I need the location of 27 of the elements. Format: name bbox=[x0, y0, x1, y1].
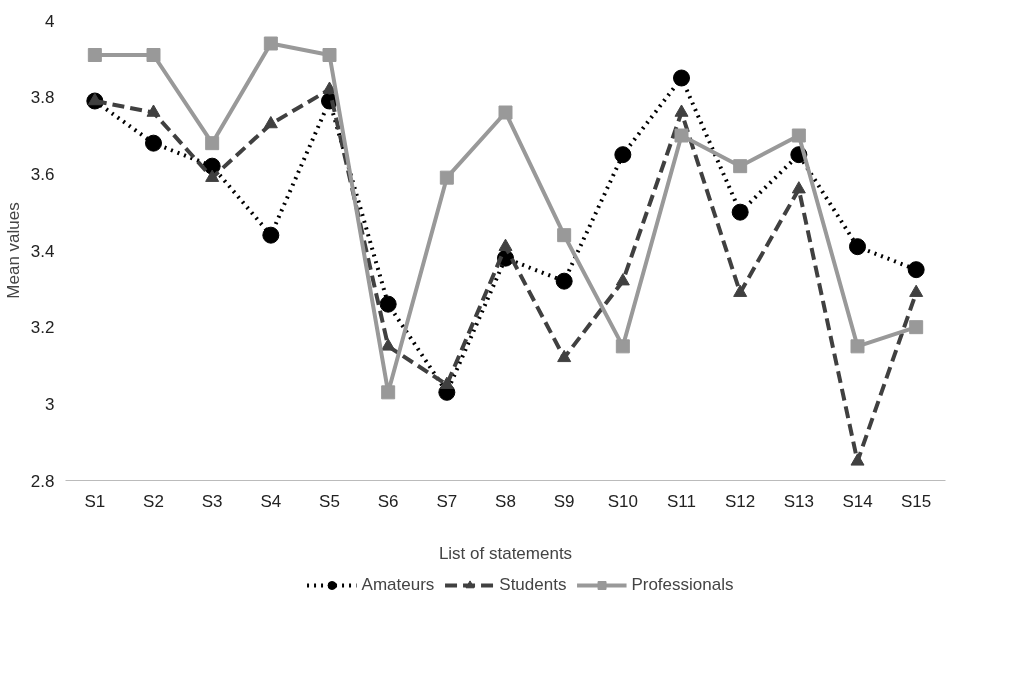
x-tick-label: S9 bbox=[553, 491, 575, 511]
y-tick-label: 3.8 bbox=[30, 88, 55, 108]
y-tick-label: 3.4 bbox=[30, 241, 55, 261]
legend-label: Students bbox=[499, 575, 567, 595]
x-tick-label: S3 bbox=[201, 491, 223, 511]
x-tick-label: S7 bbox=[436, 491, 458, 511]
y-tick-label: 3.2 bbox=[30, 318, 55, 338]
legend-label: Professionals bbox=[631, 575, 734, 595]
x-axis-title: List of statements bbox=[438, 543, 573, 563]
y-axis-title: Mean values bbox=[3, 202, 23, 299]
x-tick-label: S13 bbox=[783, 491, 814, 511]
x-tick-label: S8 bbox=[495, 491, 516, 511]
x-tick-label: S10 bbox=[607, 491, 638, 511]
x-tick-label: S6 bbox=[377, 491, 399, 511]
y-tick-label: 4 bbox=[45, 11, 55, 31]
y-tick-label: 3.6 bbox=[30, 164, 55, 184]
legend-label: Amateurs bbox=[361, 575, 435, 595]
x-tick-label: S5 bbox=[319, 491, 340, 511]
x-tick-label: S1 bbox=[84, 491, 106, 511]
x-tick-label: S11 bbox=[667, 491, 697, 511]
y-tick-label: 3 bbox=[45, 394, 55, 414]
x-tick-label: S15 bbox=[901, 491, 932, 511]
x-tick-label: S14 bbox=[842, 491, 873, 511]
y-tick-label: 2.8 bbox=[30, 471, 55, 491]
x-tick-label: S12 bbox=[725, 491, 756, 511]
x-tick-label: S4 bbox=[260, 491, 282, 511]
x-tick-label: S2 bbox=[143, 491, 164, 511]
